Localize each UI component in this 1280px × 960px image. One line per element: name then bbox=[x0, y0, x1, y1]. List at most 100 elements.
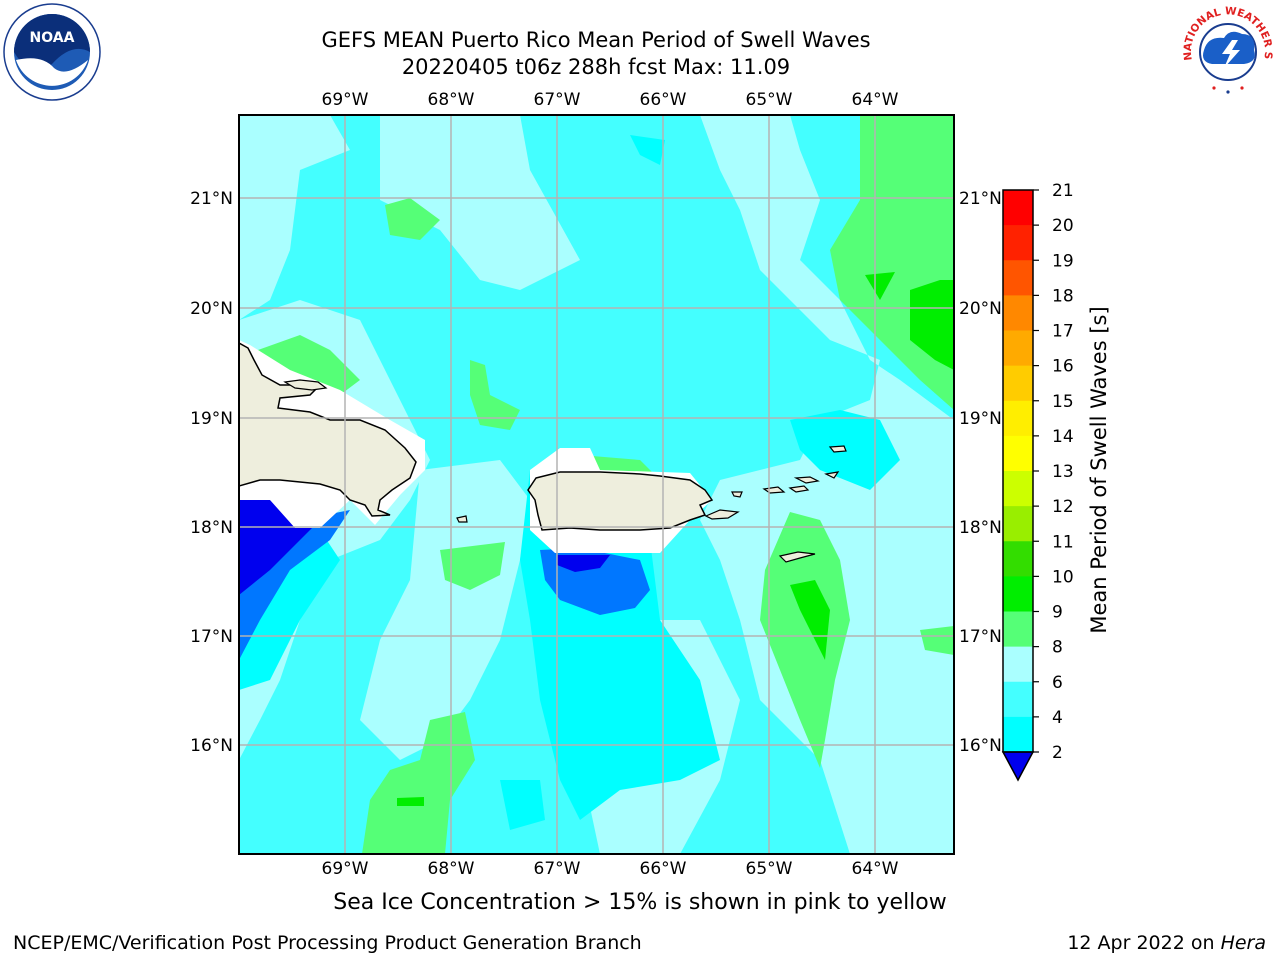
field-4-6 bbox=[630, 135, 665, 165]
sea-ice-note: Sea Ice Concentration > 15% is shown in … bbox=[333, 890, 947, 915]
field-10-11 bbox=[397, 797, 424, 806]
lat-label-right: 20°N bbox=[959, 299, 1002, 319]
lat-label-left: 16°N bbox=[190, 736, 233, 756]
colorbar-segment bbox=[1003, 330, 1033, 367]
colorbar-tick-label: 21 bbox=[1052, 181, 1074, 201]
field-4-6 bbox=[500, 780, 545, 830]
lat-label-right: 21°N bbox=[959, 189, 1002, 209]
chart-subtitle: 20220405 t06z 288h fcst Max: 11.09 bbox=[401, 55, 791, 79]
lon-label-top: 66°W bbox=[640, 90, 687, 110]
lat-label-left: 18°N bbox=[190, 518, 233, 538]
colorbar-tick-label: 18 bbox=[1052, 286, 1074, 306]
field-8-9 bbox=[380, 115, 580, 290]
colorbar-segment bbox=[1003, 260, 1033, 296]
colorbar-segment bbox=[1003, 716, 1033, 753]
colorbar-tick-label: 17 bbox=[1052, 322, 1074, 342]
credit-line: NCEP/EMC/Verification Post Processing Pr… bbox=[13, 932, 642, 954]
field-8-9 bbox=[239, 115, 350, 320]
swell-period-field bbox=[239, 115, 954, 854]
hispaniola-north-islet bbox=[283, 379, 328, 391]
national-weather-service-logo: NATIONAL WEATHER SERVICE bbox=[1178, 0, 1274, 98]
st-croix-island bbox=[778, 551, 816, 563]
map-gridlines bbox=[239, 115, 954, 854]
st-john-island bbox=[788, 485, 810, 493]
lat-label-right: 17°N bbox=[959, 627, 1002, 647]
colorbar-segment bbox=[1003, 435, 1033, 472]
field-9-10 bbox=[760, 512, 850, 768]
lat-label-right: 19°N bbox=[959, 409, 1002, 429]
field-10-11 bbox=[910, 280, 954, 370]
colorbar-tick-label: 6 bbox=[1052, 673, 1063, 693]
lon-label-top: 64°W bbox=[852, 90, 899, 110]
colorbar: 21 20 19 18 17 16 15 14 13 12 11 10 9 8 6 4 2 bbox=[1001, 181, 1074, 782]
vieques-island bbox=[704, 509, 740, 520]
colorbar-segment bbox=[1003, 506, 1033, 542]
anegada-island bbox=[828, 445, 847, 453]
lat-label-left: 19°N bbox=[190, 409, 233, 429]
colorbar-segment bbox=[1003, 471, 1033, 507]
mona-island bbox=[456, 515, 468, 523]
colorbar-segment bbox=[1003, 400, 1033, 437]
tortola-island bbox=[793, 476, 820, 484]
puerto-rico-landmass bbox=[527, 471, 714, 531]
lon-label-bottom: 65°W bbox=[746, 859, 793, 879]
colorbar-segment bbox=[1003, 190, 1033, 226]
colorbar-tick-label: 10 bbox=[1052, 567, 1074, 587]
lon-label-top: 67°W bbox=[534, 90, 581, 110]
lon-label-top: 68°W bbox=[428, 90, 475, 110]
colorbar-label: Mean Period of Swell Waves [s] bbox=[1087, 306, 1111, 633]
map-frame bbox=[238, 114, 955, 855]
colorbar-tick-label: 8 bbox=[1052, 638, 1063, 658]
colorbar-tick-label: 20 bbox=[1052, 216, 1074, 236]
noaa-logo-text: NOAA bbox=[30, 30, 75, 46]
field-10-11 bbox=[865, 272, 895, 300]
colorbar-tick-label: 11 bbox=[1052, 532, 1074, 552]
colorbar-extension bbox=[1001, 751, 1035, 782]
colorbar-segment bbox=[1003, 365, 1033, 402]
lat-label-left: 21°N bbox=[190, 189, 233, 209]
machine-name: Hera bbox=[1220, 932, 1266, 954]
date-text: 12 Apr 2022 on bbox=[1067, 932, 1221, 954]
colorbar-tick-label: 4 bbox=[1052, 708, 1063, 728]
colorbar-segment bbox=[1003, 611, 1033, 648]
colorbar-segment bbox=[1003, 541, 1033, 577]
lat-label-left: 20°N bbox=[190, 299, 233, 319]
colorbar-segment bbox=[1003, 681, 1033, 718]
lat-label-right: 16°N bbox=[959, 736, 1002, 756]
date-stamp: 12 Apr 2022 on Hera bbox=[1067, 932, 1266, 954]
lon-label-top: 65°W bbox=[746, 90, 793, 110]
culebra-island bbox=[731, 491, 743, 498]
lon-label-bottom: 66°W bbox=[640, 859, 687, 879]
colorbar-tick-label: 14 bbox=[1052, 427, 1074, 447]
field-9-10 bbox=[920, 626, 954, 655]
lon-label-bottom: 68°W bbox=[428, 859, 475, 879]
lon-label-bottom: 64°W bbox=[852, 859, 899, 879]
colorbar-tick-label: 12 bbox=[1052, 497, 1074, 517]
colorbar-tick-label: 9 bbox=[1052, 603, 1063, 623]
lon-label-top: 69°W bbox=[322, 90, 369, 110]
field-8-9 bbox=[700, 115, 954, 854]
colorbar-tick-label: 15 bbox=[1052, 392, 1074, 412]
colorbar-segment bbox=[1003, 576, 1033, 612]
lat-label-left: 17°N bbox=[190, 627, 233, 647]
field-8-9 bbox=[360, 460, 530, 760]
colorbar-tick-label: 13 bbox=[1052, 462, 1074, 482]
lat-label-right: 18°N bbox=[959, 518, 1002, 538]
noaa-logo: NOAA bbox=[3, 3, 101, 101]
field-below-2 bbox=[557, 555, 610, 572]
colorbar-tick-label: 19 bbox=[1052, 251, 1074, 271]
field-10-11 bbox=[790, 580, 830, 660]
field-9-10 bbox=[385, 198, 440, 240]
colorbar-segment bbox=[1003, 225, 1033, 261]
lon-label-bottom: 67°W bbox=[534, 859, 581, 879]
lon-label-bottom: 69°W bbox=[322, 859, 369, 879]
colorbar-tick-label: 2 bbox=[1052, 743, 1063, 763]
chart-title: GEFS MEAN Puerto Rico Mean Period of Swe… bbox=[321, 28, 871, 52]
virgin-gorda-island bbox=[824, 471, 840, 479]
field-9-10 bbox=[440, 542, 505, 590]
colorbar-tick-label: 16 bbox=[1052, 357, 1074, 377]
colorbar-segment bbox=[1003, 295, 1033, 331]
field-9-10 bbox=[362, 712, 475, 854]
field-9-10 bbox=[470, 360, 520, 430]
